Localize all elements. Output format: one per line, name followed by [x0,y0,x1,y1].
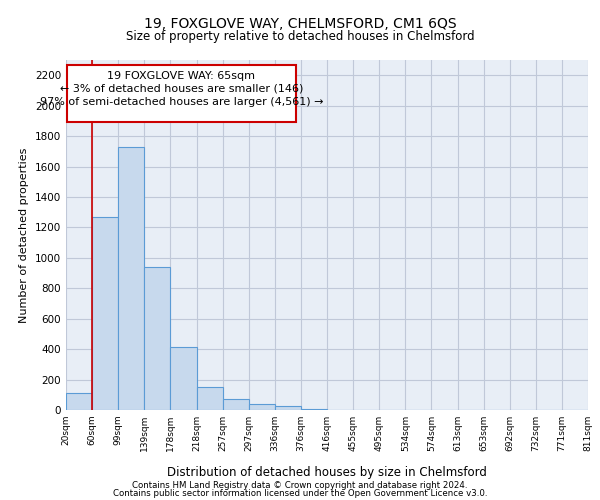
Bar [145,267,170,410]
Text: Contains HM Land Registry data © Crown copyright and database right 2024.: Contains HM Land Registry data © Crown c… [132,482,468,490]
Text: Distribution of detached houses by size in Chelmsford: Distribution of detached houses by size … [167,466,487,479]
Y-axis label: Number of detached properties: Number of detached properties [19,148,29,322]
Bar [118,146,145,410]
Bar [170,347,197,410]
Bar [66,394,92,410]
Text: 97% of semi-detached houses are larger (4,561) →: 97% of semi-detached houses are larger (… [40,96,323,106]
Bar [92,216,118,410]
Bar [223,398,249,410]
Text: 19, FOXGLOVE WAY, CHELMSFORD, CM1 6QS: 19, FOXGLOVE WAY, CHELMSFORD, CM1 6QS [143,18,457,32]
Bar [301,409,327,410]
Bar [249,404,275,410]
Text: 19 FOXGLOVE WAY: 65sqm: 19 FOXGLOVE WAY: 65sqm [107,70,256,81]
Text: Contains public sector information licensed under the Open Government Licence v3: Contains public sector information licen… [113,490,487,498]
Text: Size of property relative to detached houses in Chelmsford: Size of property relative to detached ho… [125,30,475,43]
Text: ← 3% of detached houses are smaller (146): ← 3% of detached houses are smaller (146… [60,84,303,94]
Bar [275,406,301,410]
Bar [197,387,223,410]
